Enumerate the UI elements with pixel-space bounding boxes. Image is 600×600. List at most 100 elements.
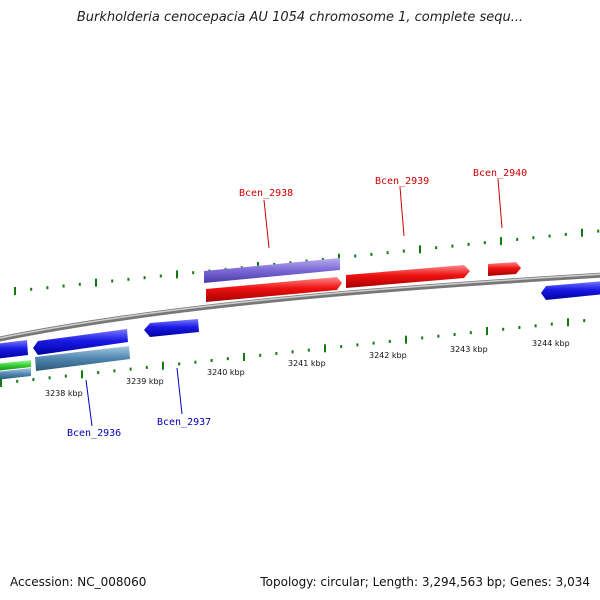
gene-label-bcen-2938: Bcen_2938: [239, 188, 293, 199]
kbp-label: 3243 kbp: [450, 345, 488, 354]
minor-tick: [64, 374, 67, 378]
minor-tick: [48, 376, 51, 380]
minor-tick: [178, 362, 181, 366]
gene-label-bcen-2937: Bcen_2937: [157, 417, 211, 428]
minor-tick: [340, 345, 343, 349]
topology-text: Topology: circular; Length: 3,294,563 bp…: [260, 575, 590, 589]
page-title: Burkholderia cenocepacia AU 1054 chromos…: [76, 10, 524, 25]
gene-label-bcen-2939: Bcen_2939: [375, 176, 429, 187]
chromosome-backbone: [0, 272, 600, 342]
minor-tick: [143, 276, 146, 280]
reverse-gene-bcen-2936: [33, 329, 128, 355]
major-tick: [162, 361, 164, 370]
major-tick: [419, 245, 421, 254]
major-tick: [500, 237, 502, 246]
label-leader-line: [263, 199, 270, 249]
minor-tick: [291, 350, 294, 354]
major-tick: [0, 379, 2, 387]
minor-tick: [62, 284, 65, 288]
minor-tick: [548, 234, 551, 238]
forward-cds-feature: [204, 258, 340, 283]
kbp-label: 3242 kbp: [369, 351, 407, 360]
minor-tick: [145, 365, 148, 369]
steel-feature-left: [0, 368, 31, 380]
forward-gene-bcen-2939: [346, 265, 470, 288]
minor-tick: [388, 339, 391, 343]
minor-tick: [30, 287, 33, 291]
major-tick: [567, 318, 569, 327]
minor-tick: [32, 378, 35, 381]
minor-tick: [469, 331, 472, 335]
minor-tick: [370, 252, 373, 256]
minor-tick: [516, 237, 519, 241]
minor-tick: [550, 322, 553, 326]
minor-tick: [564, 232, 567, 236]
minor-tick: [451, 244, 454, 248]
kbp-label: 3239 kbp: [126, 377, 164, 386]
minor-tick: [435, 246, 438, 250]
major-tick: [405, 335, 407, 344]
label-leader-line: [176, 367, 183, 415]
minor-tick: [386, 251, 389, 255]
minor-tick: [113, 369, 116, 373]
major-tick: [581, 228, 583, 237]
minor-tick: [502, 327, 505, 331]
minor-tick: [78, 282, 81, 286]
accession-text: Accession: NC_008060: [10, 575, 147, 589]
kbp-label: 3238 kbp: [45, 389, 83, 398]
minor-tick: [305, 259, 308, 263]
minor-tick: [159, 274, 162, 278]
forward-gene-bcen-2940: [488, 262, 521, 276]
major-tick: [176, 270, 178, 279]
major-tick: [324, 344, 326, 353]
label-leader-line: [497, 178, 503, 229]
green-feature: [0, 360, 31, 371]
major-tick: [95, 278, 97, 287]
major-tick: [14, 287, 16, 295]
reverse-gene-right-edge: [541, 281, 600, 300]
kbp-label: 3244 kbp: [532, 339, 570, 348]
label-leader-line: [85, 379, 93, 427]
minor-tick: [97, 371, 100, 375]
minor-tick: [111, 279, 114, 283]
label-leader-line: [399, 186, 405, 237]
major-tick: [338, 253, 340, 262]
minor-tick: [483, 241, 486, 245]
kbp-label: 3241 kbp: [288, 359, 326, 368]
minor-tick: [421, 336, 424, 340]
minor-tick: [259, 353, 262, 357]
minor-tick: [46, 286, 49, 290]
minor-tick: [356, 343, 359, 347]
minor-tick: [192, 271, 195, 275]
gene-label-bcen-2936: Bcen_2936: [67, 428, 121, 439]
minor-tick: [307, 348, 310, 352]
minor-tick: [289, 261, 292, 265]
minor-tick: [321, 257, 324, 261]
minor-tick: [127, 277, 130, 281]
minor-tick: [583, 319, 586, 323]
minor-tick: [226, 357, 229, 361]
forward-tick-row: [14, 228, 600, 295]
minor-tick: [597, 229, 600, 233]
minor-tick: [194, 360, 197, 364]
minor-tick: [129, 367, 132, 371]
minor-tick: [437, 334, 440, 338]
kbp-label: 3240 kbp: [207, 368, 245, 377]
major-tick: [81, 370, 83, 379]
minor-tick: [532, 236, 535, 240]
major-tick: [486, 327, 488, 335]
reverse-tick-row: [0, 318, 586, 387]
minor-tick: [16, 379, 19, 383]
minor-tick: [518, 326, 521, 329]
reverse-cds-feature: [35, 346, 130, 371]
reverse-gene-left-edge: [0, 340, 28, 359]
gene-label-bcen-2940: Bcen_2940: [473, 168, 527, 179]
minor-tick: [402, 249, 405, 253]
minor-tick: [534, 324, 537, 328]
forward-gene-bcen-2938: [206, 277, 342, 302]
reverse-gene-bcen-2937: [144, 319, 199, 337]
minor-tick: [210, 359, 213, 362]
minor-tick: [275, 352, 278, 355]
minor-tick: [453, 333, 456, 336]
